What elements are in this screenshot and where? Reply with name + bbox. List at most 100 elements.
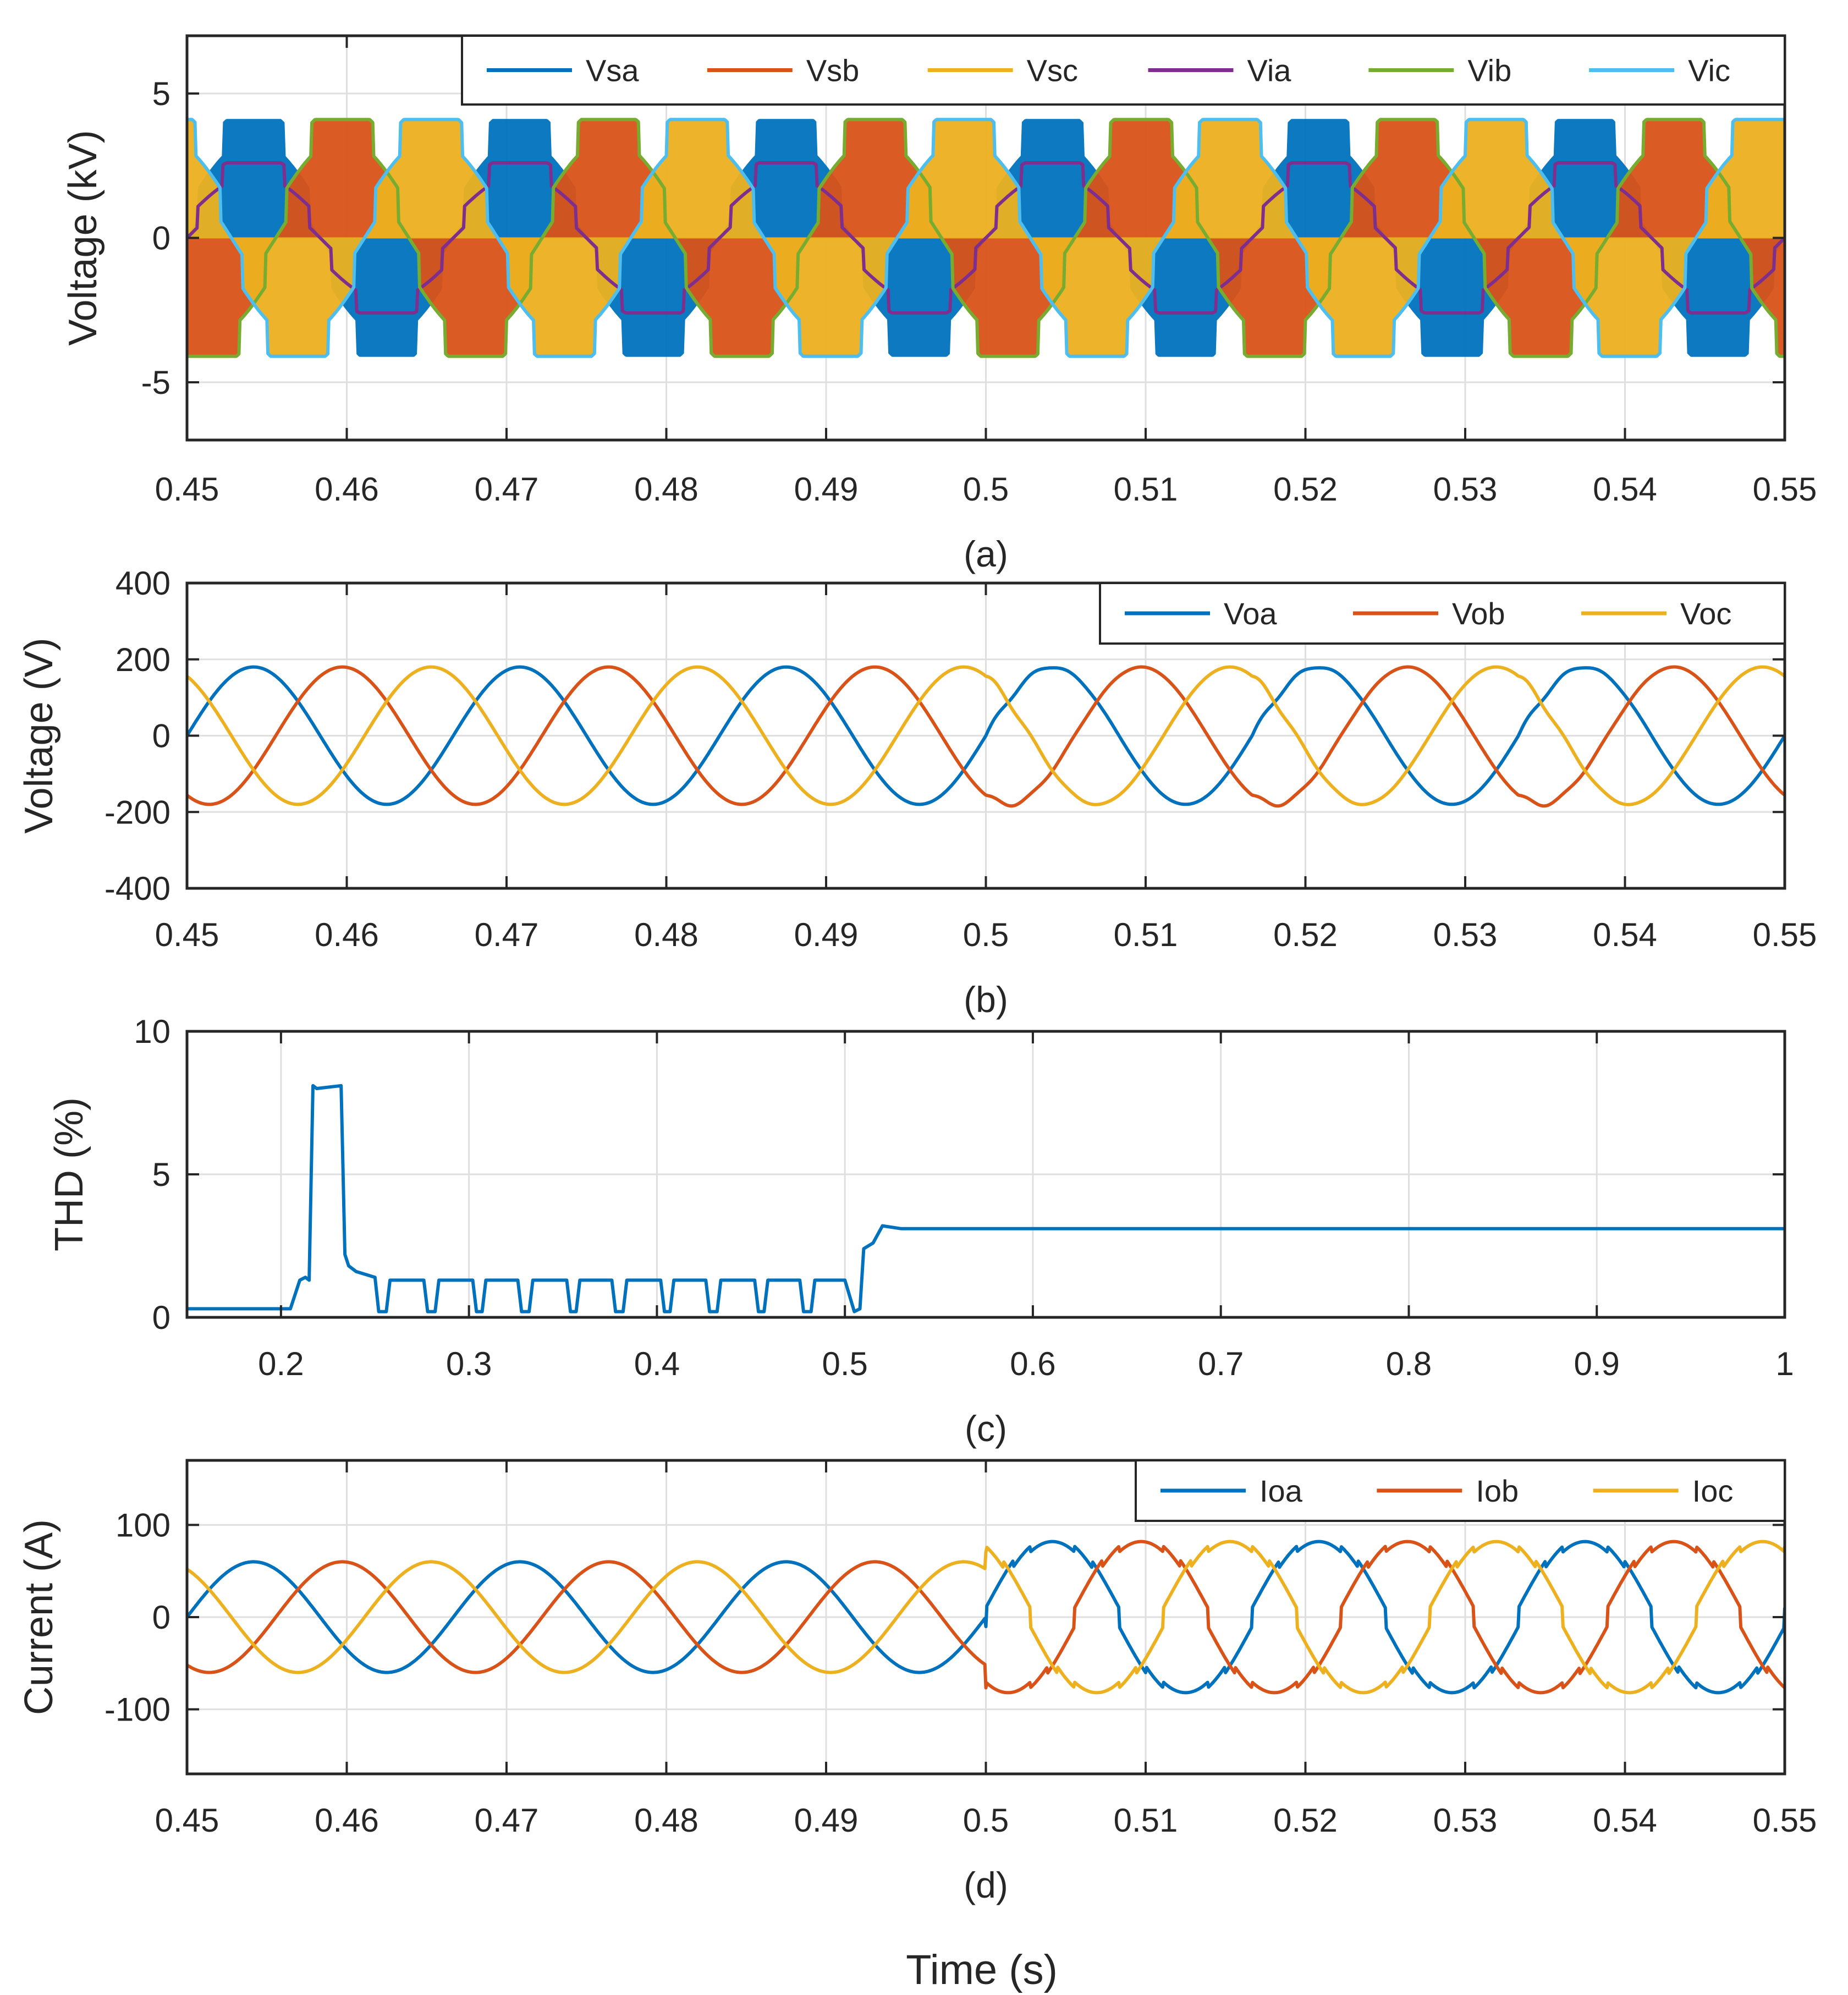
legend-label: Vsc bbox=[1027, 53, 1078, 88]
y-tick-label: 10 bbox=[134, 1013, 170, 1050]
series-thd-line bbox=[187, 1084, 1785, 1313]
y-axis-label-b: Voltage (V) bbox=[17, 637, 61, 833]
x-tick-label: 0.4 bbox=[634, 1345, 680, 1382]
x-tick-label: 0.52 bbox=[1273, 471, 1338, 508]
caption-a: (a) bbox=[964, 534, 1008, 574]
chart-d: 0.45 0.46 0.47 0.48 0.49 0.5 0.51 0.52 0.53 0.54 0… bbox=[17, 1459, 1817, 1905]
legend-label: Via bbox=[1247, 53, 1292, 88]
legend-label: Ioc bbox=[1692, 1474, 1734, 1508]
plot-area-d bbox=[187, 1540, 1785, 1695]
series-iob-line bbox=[187, 1540, 1785, 1695]
x-tick-label: 0.46 bbox=[315, 916, 379, 953]
x-tick-label: 0.6 bbox=[1010, 1345, 1055, 1382]
y-tick-label: -200 bbox=[105, 794, 170, 831]
x-tick-label: 0.55 bbox=[1753, 471, 1817, 508]
legend-b: Voa Vob Voc bbox=[1099, 582, 1786, 645]
x-tick-label: 0.48 bbox=[634, 1802, 698, 1839]
plot-area-b bbox=[187, 665, 1785, 808]
y-axis-label-c: THD (%) bbox=[47, 1097, 91, 1251]
legend-label: Vsa bbox=[586, 53, 639, 88]
legend-a: Vsa Vsb Vsc Via Vib Vic bbox=[461, 35, 1786, 106]
x-tick-label: 0.47 bbox=[475, 916, 539, 953]
chart-a: 0.45 0.46 0.47 0.48 0.49 0.5 0.51 0.52 0.53 0.54 0… bbox=[61, 34, 1817, 574]
y-tick-label: -400 bbox=[105, 870, 170, 907]
legend-label: Vib bbox=[1467, 53, 1511, 88]
legend-box bbox=[461, 35, 1786, 106]
series-vib-line bbox=[187, 118, 1785, 358]
x-tick-label: 0.47 bbox=[475, 1802, 539, 1839]
x-tick-label: 0.52 bbox=[1273, 916, 1338, 953]
x-tick-label: 0.52 bbox=[1273, 1802, 1338, 1839]
y-tick-label: 0 bbox=[152, 1299, 170, 1336]
x-tick-label: 0.51 bbox=[1114, 471, 1178, 508]
x-tick-label: 0.55 bbox=[1753, 1802, 1817, 1839]
x-tick-label: 0.48 bbox=[634, 916, 698, 953]
series-voa-line bbox=[187, 665, 1785, 806]
series-ioa-line bbox=[187, 1540, 1785, 1695]
x-tick-label: 0.54 bbox=[1593, 471, 1657, 508]
plot-area-a bbox=[187, 118, 1785, 358]
x-tick-label: 0.2 bbox=[258, 1345, 304, 1382]
x-tick-label: 0.51 bbox=[1114, 1802, 1178, 1839]
y-axis-label-d: Current (A) bbox=[17, 1519, 61, 1715]
plot-area-c bbox=[187, 1084, 1785, 1313]
y-tick-label: 100 bbox=[116, 1507, 170, 1543]
x-tick-label: 0.54 bbox=[1593, 1802, 1657, 1839]
series-via-line bbox=[187, 161, 1785, 315]
y-tick-label: 400 bbox=[116, 565, 170, 602]
series-ioc-line bbox=[187, 1540, 1785, 1695]
grid-c bbox=[187, 1030, 1786, 1318]
x-tick-label: 0.49 bbox=[794, 471, 859, 508]
legend-label: Vob bbox=[1452, 596, 1505, 631]
x-tick-label: 0.53 bbox=[1433, 916, 1498, 953]
x-tick-label: 0.46 bbox=[315, 1802, 379, 1839]
x-tick-label: 0.53 bbox=[1433, 471, 1498, 508]
chart-b: 0.45 0.46 0.47 0.48 0.49 0.5 0.51 0.52 0.53 0.54 0… bbox=[17, 565, 1817, 1020]
legend-label: Voa bbox=[1224, 596, 1277, 631]
x-tick-label: 0.45 bbox=[155, 471, 219, 508]
y-tick-label: 5 bbox=[152, 1156, 170, 1193]
caption-b: (b) bbox=[964, 979, 1008, 1020]
y-tick-label: 0 bbox=[152, 1599, 170, 1636]
caption-c: (c) bbox=[965, 1408, 1007, 1449]
x-tick-label: 0.45 bbox=[155, 916, 219, 953]
x-tick-label: 0.3 bbox=[446, 1345, 492, 1382]
x-tick-label: 0.51 bbox=[1114, 916, 1178, 953]
series-voc-line bbox=[187, 665, 1785, 806]
caption-d: (d) bbox=[964, 1865, 1008, 1905]
x-tick-label: 0.49 bbox=[794, 916, 859, 953]
x-tick-label: 0.45 bbox=[155, 1802, 219, 1839]
x-tick-label: 1 bbox=[1775, 1345, 1794, 1382]
x-tick-label: 0.5 bbox=[963, 916, 1009, 953]
x-tick-label: 0.7 bbox=[1198, 1345, 1244, 1382]
x-tick-label: 0.54 bbox=[1593, 916, 1657, 953]
x-tick-label: 0.9 bbox=[1574, 1345, 1620, 1382]
x-tick-label: 0.5 bbox=[963, 1802, 1009, 1839]
x-tick-label: 0.49 bbox=[794, 1802, 859, 1839]
legend-label: Ioa bbox=[1260, 1474, 1303, 1508]
x-tick-label: 0.47 bbox=[475, 471, 539, 508]
x-tick-label: 0.53 bbox=[1433, 1802, 1498, 1839]
x-tick-label: 0.46 bbox=[315, 471, 379, 508]
y-axis-label-a: Voltage (kV) bbox=[61, 130, 105, 345]
legend-label: Vsb bbox=[806, 53, 860, 88]
x-tick-label: 0.48 bbox=[634, 471, 698, 508]
legend-d: Ioa Iob Ioc bbox=[1135, 1459, 1786, 1522]
y-tick-label: 5 bbox=[152, 75, 170, 112]
y-tick-label: -5 bbox=[141, 364, 170, 401]
y-tick-label: 200 bbox=[116, 641, 170, 678]
y-tick-label: 0 bbox=[152, 718, 170, 755]
y-tick-label: 0 bbox=[152, 220, 170, 257]
legend-box bbox=[1099, 582, 1786, 645]
legend-label: Vic bbox=[1688, 53, 1730, 88]
x-tick-label: 0.5 bbox=[963, 471, 1009, 508]
figure-x-axis-label: Time (s) bbox=[906, 1947, 1058, 1993]
legend-label: Voc bbox=[1680, 596, 1731, 631]
x-tick-label: 0.5 bbox=[822, 1345, 867, 1382]
x-tick-label: 0.8 bbox=[1386, 1345, 1432, 1382]
series-vic-line bbox=[187, 118, 1785, 358]
legend-label: Iob bbox=[1476, 1474, 1519, 1508]
y-tick-label: -100 bbox=[105, 1691, 170, 1728]
